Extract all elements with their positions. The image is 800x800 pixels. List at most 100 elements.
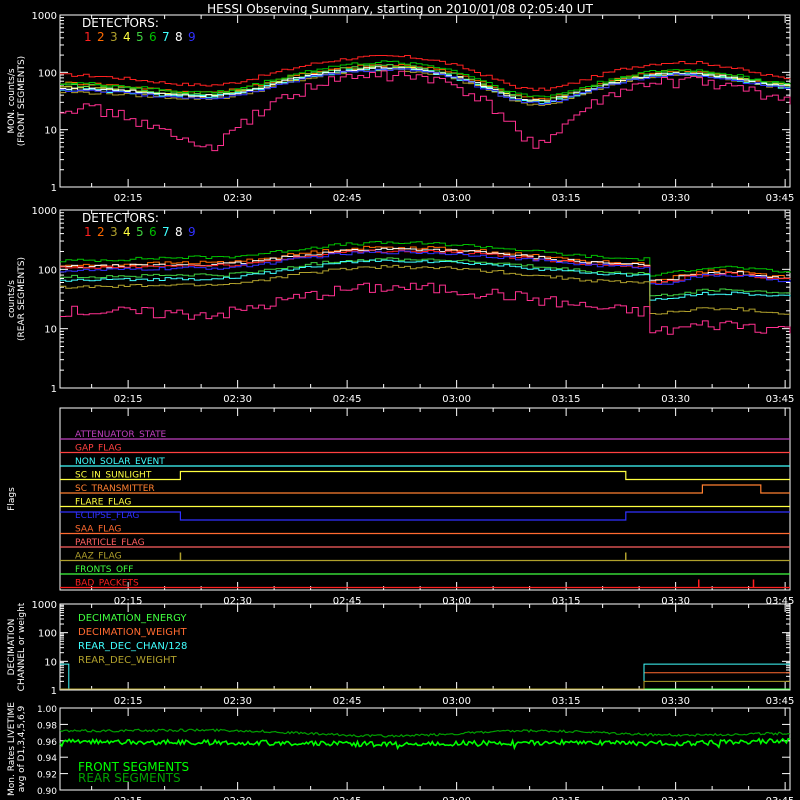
panel-decimation: DECIMATION CHANNEL or weight 02:15 02:30 02:… [7,600,794,707]
y-tick-label: 0.96 [37,738,57,748]
x-tick-label: 03:45 [766,394,795,405]
x-tick-label: 03:00 [442,596,471,607]
legend-detector-5: 5 [136,225,144,239]
legend-heading: DETECTORS: [82,211,159,225]
y-tick-label: 10 [44,325,57,336]
x-tick-label: 03:30 [661,394,690,405]
x-tick-label: 03:45 [766,796,795,800]
plot-frame [59,603,791,691]
flag-label: SC_IN_SUNLIGHT [75,471,152,481]
y-axis-label: (REAR SEGMENTS) [17,257,27,341]
panel-front: MON. counts/s (FRONT SEGMENTS) 02:15 02:30 0… [7,11,794,204]
flag-label: FLARE_FLAG [75,498,131,508]
y-tick-label: 0.98 [37,721,57,731]
series-line-detector-6 [60,60,791,98]
series-line-detector-3 [60,264,790,315]
flag-label: GAP_FLAG [75,444,121,454]
flag-trace [60,484,790,494]
flag-trace [60,511,790,521]
x-tick-label: 02:45 [333,394,362,405]
legend-heading: DETECTORS: [82,16,159,30]
y-tick-label: 10 [44,126,57,137]
y-tick-label: 1000 [32,206,57,217]
series-line-detector-7 [60,259,791,301]
legend-detector-1: 1 [84,30,92,44]
series-line-detector-1 [60,70,791,152]
legend-detector-2: 2 [97,30,105,44]
x-tick-label: 02:15 [114,596,143,607]
livetime-line [59,737,791,751]
y-tick-label: 1 [51,183,57,194]
x-tick-label: 02:15 [114,696,143,707]
flag-label: AAZ_FLAG [75,552,122,562]
legend-detector-7: 7 [162,30,170,44]
legend-detector-3: 3 [110,30,118,44]
y-tick-label: 1000 [32,11,57,22]
x-tick-label: 02:15 [114,796,143,800]
plot-frame [59,209,791,389]
legend-detector-8: 8 [175,30,183,44]
x-tick-label: 03:45 [766,193,795,204]
y-tick-label: 1 [51,686,57,697]
panel-rear: counts/s (REAR SEGMENTS) 02:15 02:30 02:45 03… [7,206,794,405]
x-tick-label: 02:45 [333,193,362,204]
series-line-detector-1 [60,249,791,285]
decimation-line [60,672,790,690]
x-tick-label: 03:30 [661,596,690,607]
series-line-detector-6 [60,241,791,277]
flag-label: PARTICLE_FLAG [75,538,145,548]
legend-detector-7: 7 [162,225,170,239]
x-tick-label: 03:15 [552,193,581,204]
legend-detector-5: 5 [136,30,144,44]
flag-label: SC_TRANSMITTER [75,484,155,494]
x-tick-label: 03:00 [442,696,471,707]
legend-detector-2: 2 [97,225,105,239]
y-tick-label: 0.94 [37,754,57,764]
y-tick-label: 1000 [32,600,57,611]
legend-detector-6: 6 [149,30,157,44]
y-tick-label: 100 [38,265,57,276]
x-tick-label: 02:45 [333,596,362,607]
legend-detector-9: 9 [188,225,196,239]
y-axis-label: avg of D1,3,4,5,6,9 [17,705,27,792]
decimation-legend-label: DECIMATION_ENERGY [78,613,187,624]
x-tick-label: 03:15 [552,596,581,607]
x-tick-label: 03:15 [552,796,581,800]
livetime-line [59,728,791,738]
x-tick-label: 02:45 [333,796,362,800]
plot-frame [59,707,791,791]
y-axis-label: (FRONT SEGMENTS) [17,56,27,146]
series-line-detector-9 [60,68,791,105]
y-axis-label: MON. counts/s [7,68,17,133]
legend-detector-4: 4 [123,30,131,44]
x-tick-label: 02:30 [223,796,252,800]
legend-detector-3: 3 [110,225,118,239]
x-tick-label: 03:00 [442,394,471,405]
decimation-legend-label: REAR_DEC_CHAN/128 [78,641,187,652]
legend-detector-4: 4 [123,225,131,239]
flag-trace [60,470,790,481]
flag-label: ATTENUATOR_STATE [75,430,167,440]
y-tick-label: 0.90 [37,787,57,797]
decimation-line [60,663,790,690]
y-tick-label: 1 [51,384,57,395]
x-tick-label: 03:15 [552,394,581,405]
x-tick-label: 02:30 [223,394,252,405]
series-line-detector-9 [60,250,791,285]
decimation-legend-label: DECIMATION_WEIGHT [78,627,187,638]
flag-label: SAA_FLAG [75,525,121,535]
plot-title: HESSI Observing Summary, starting on 201… [207,2,593,16]
livetime-legend-label: FRONT SEGMENTS [78,760,189,774]
y-tick-label: 1.00 [37,705,57,715]
plot-frame [59,407,791,591]
x-tick-label: 03:30 [661,796,690,800]
legend-detector-9: 9 [188,30,196,44]
decimation-legend-label: REAR_DEC_WEIGHT [78,655,177,666]
y-axis-label: Flags [7,487,17,511]
series-line-detector-1 [60,55,791,91]
y-tick-label: 100 [38,68,57,79]
x-tick-label: 03:00 [442,796,471,800]
y-axis-label: Mon. Rates LIVETIME [7,702,17,796]
y-tick-label: 100 [38,629,57,640]
